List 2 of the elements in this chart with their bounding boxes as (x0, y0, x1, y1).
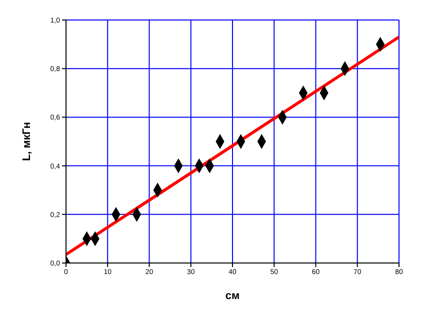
x-axis-title: см (225, 290, 240, 302)
y-axis-title: L, мкГн (20, 122, 33, 162)
